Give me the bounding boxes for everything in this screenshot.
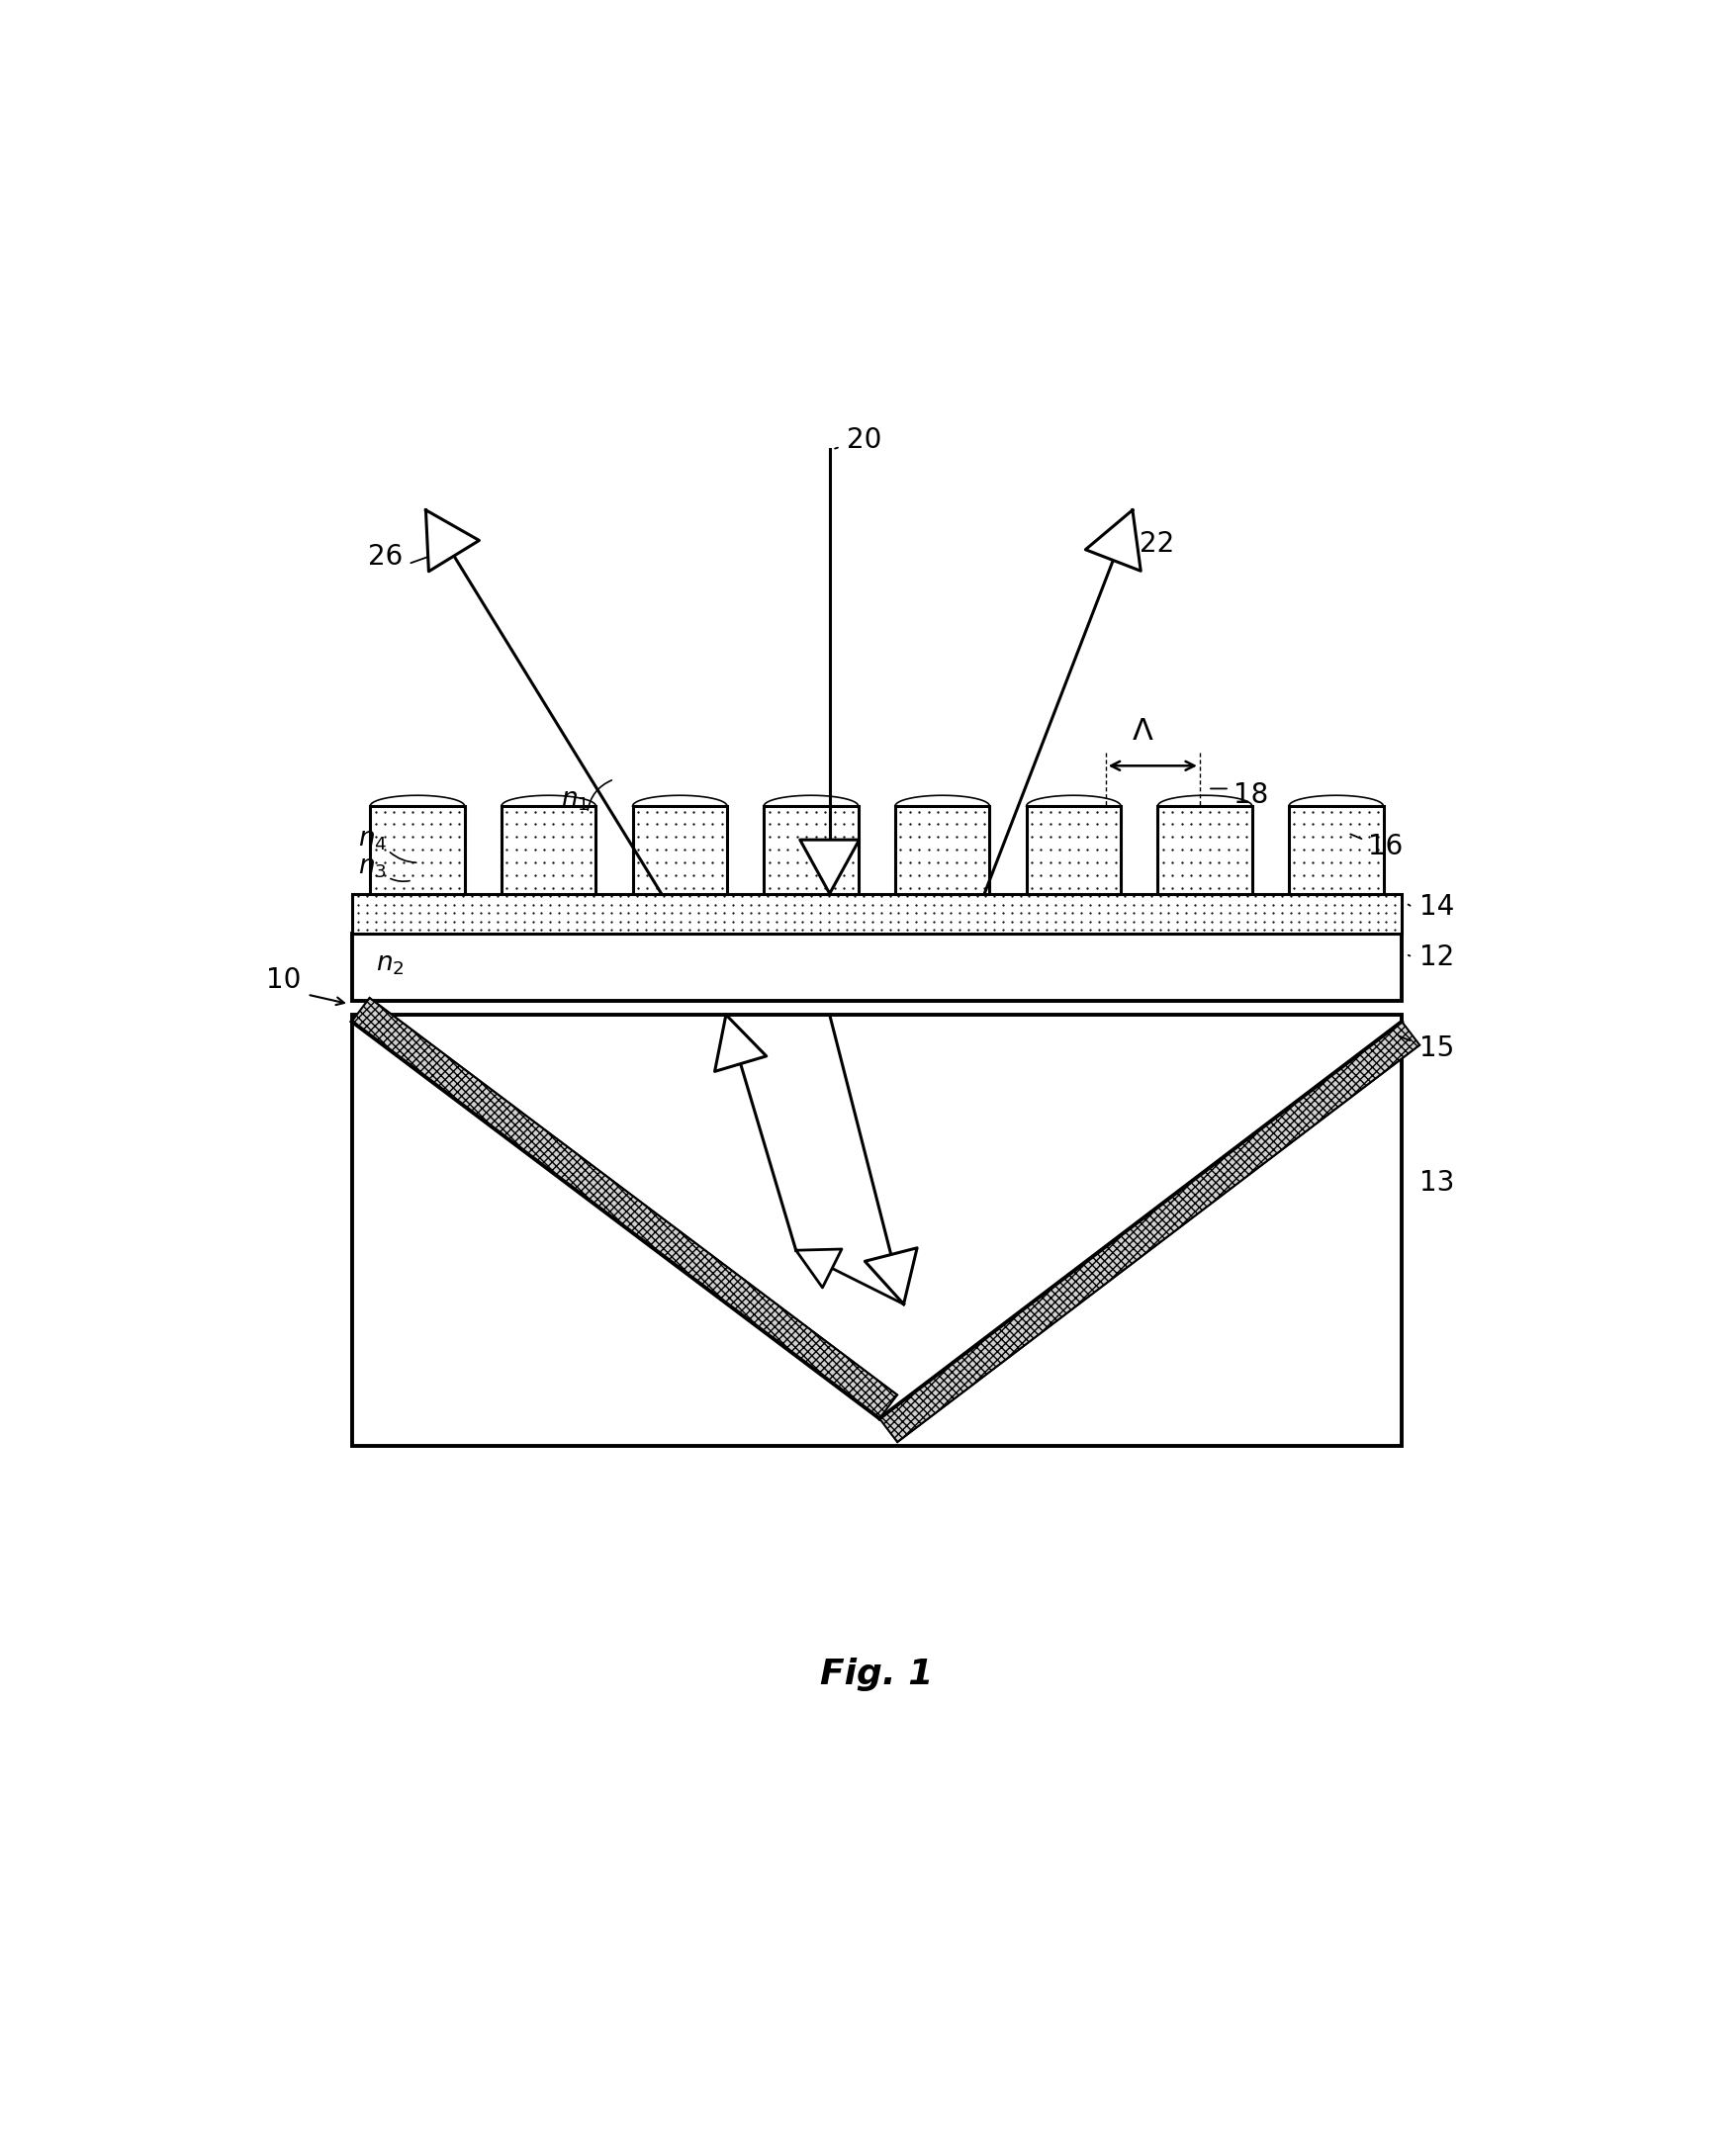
Text: $\Lambda$: $\Lambda$: [1132, 718, 1154, 746]
Bar: [370, 806, 464, 893]
Text: n$_4$: n$_4$: [358, 828, 387, 854]
Bar: [764, 806, 858, 893]
Polygon shape: [351, 998, 898, 1419]
Bar: [1156, 806, 1252, 893]
Bar: [351, 1015, 1401, 1445]
Polygon shape: [865, 1248, 917, 1304]
Polygon shape: [713, 1015, 766, 1072]
Text: 14: 14: [1418, 893, 1453, 921]
Text: n$_2$: n$_2$: [375, 951, 404, 977]
Bar: [351, 934, 1401, 1000]
Polygon shape: [1085, 511, 1141, 571]
Text: 18: 18: [1233, 780, 1267, 808]
Bar: [894, 806, 990, 893]
Text: 22: 22: [1139, 530, 1174, 558]
Bar: [1288, 806, 1382, 893]
Text: 15: 15: [1418, 1035, 1453, 1063]
Text: 20: 20: [847, 427, 882, 455]
Text: n$_1$: n$_1$: [561, 787, 589, 813]
Text: 10: 10: [266, 966, 300, 994]
Bar: [632, 806, 727, 893]
Polygon shape: [800, 841, 859, 893]
Polygon shape: [878, 1022, 1418, 1442]
Bar: [502, 806, 595, 893]
Text: 26: 26: [368, 543, 403, 571]
Polygon shape: [795, 1248, 842, 1287]
Text: 13: 13: [1418, 1169, 1453, 1197]
Text: 12: 12: [1418, 942, 1453, 970]
Polygon shape: [425, 511, 479, 571]
Bar: [351, 893, 1401, 934]
Bar: [1026, 806, 1120, 893]
Text: 16: 16: [1368, 832, 1403, 860]
Text: Fig. 1: Fig. 1: [819, 1658, 932, 1690]
Text: n$_3$: n$_3$: [358, 854, 387, 880]
